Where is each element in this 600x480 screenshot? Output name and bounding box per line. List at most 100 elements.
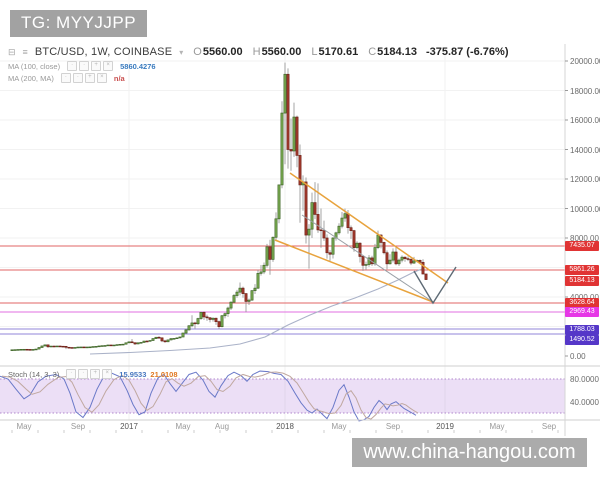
candle-body [232, 295, 236, 303]
candle-body [76, 346, 80, 349]
candle-body [346, 213, 350, 229]
candle-body [364, 264, 368, 266]
candle-body [40, 345, 44, 348]
candle-body [286, 73, 290, 150]
candle-body [73, 347, 77, 349]
candle-body [85, 346, 89, 349]
candle-body [271, 236, 275, 260]
candle-body [244, 293, 248, 302]
candle-body [259, 271, 263, 274]
gray-trendline [301, 214, 434, 303]
candle-body [175, 337, 179, 340]
candle-body [400, 256, 404, 261]
candle-body [262, 264, 266, 273]
stoch-d-line [1, 371, 419, 420]
candle-body [295, 116, 299, 156]
candle-body [289, 149, 293, 152]
candle-body [298, 155, 302, 186]
candle-body [394, 251, 398, 265]
candle-body [13, 349, 17, 351]
candle-body [166, 339, 170, 343]
candle-body [130, 341, 134, 344]
candle-body [412, 260, 416, 264]
candle-body [196, 318, 200, 325]
candle-body [103, 345, 107, 347]
candle-body [46, 344, 50, 348]
candle-body [187, 325, 191, 331]
candle-body [379, 234, 383, 243]
candle-body [43, 344, 47, 347]
candle-body [142, 340, 146, 343]
candle-body [64, 345, 68, 348]
candle-body [205, 316, 209, 319]
candle-body [253, 287, 257, 292]
candle-body [355, 242, 359, 248]
candle-body [151, 338, 155, 341]
candle-body [199, 311, 203, 319]
candle-body [145, 340, 149, 343]
candle-body [328, 252, 332, 255]
candle-body [406, 258, 410, 260]
candle-body [109, 344, 113, 347]
candle-body [214, 317, 218, 322]
candle-body [373, 247, 377, 265]
candle-body [340, 217, 344, 227]
candle-body [208, 317, 212, 320]
candle-body [154, 336, 158, 339]
candle-body [217, 321, 221, 327]
candle-body [37, 347, 41, 350]
wedge-lower-orange [274, 239, 434, 303]
watermark-top: TG: MYYJJPP [10, 10, 148, 37]
candle-body [106, 344, 110, 347]
candle-body [97, 345, 101, 348]
candle-body [178, 336, 182, 339]
candle-body [70, 347, 74, 349]
candle-body [292, 116, 296, 152]
candle-body [310, 202, 314, 230]
candle-body [397, 259, 401, 265]
candle-body [313, 202, 317, 215]
candle-body [121, 343, 125, 346]
candle-body [49, 345, 53, 348]
watermark-bottom: www.china-hangou.com [352, 438, 587, 467]
candle-body [79, 346, 83, 349]
candle-body [238, 287, 242, 293]
candle-body [265, 246, 269, 266]
candle-body [226, 307, 230, 315]
candle-body [382, 242, 386, 254]
candle-body [403, 256, 407, 259]
candle-body [385, 252, 389, 265]
candle-body [376, 234, 380, 248]
candle-body [241, 287, 245, 294]
candle-body [91, 346, 95, 348]
candle-body [274, 218, 278, 238]
candle-body [304, 181, 308, 236]
candle-body [127, 341, 131, 344]
candle-body [223, 313, 227, 317]
candle-body [169, 338, 173, 341]
candle-body [202, 311, 206, 318]
candle-body [193, 322, 197, 325]
candle-body [268, 246, 272, 260]
candle-body [322, 230, 326, 239]
candle-body [25, 348, 29, 351]
candle-body [409, 259, 413, 264]
candle-body [55, 345, 59, 348]
candle-body [343, 213, 347, 219]
ma100-line [89, 267, 425, 355]
candle-body [115, 344, 119, 346]
candle-body [88, 346, 92, 349]
candle-body [10, 349, 14, 351]
candle-body [352, 230, 356, 248]
candle-body [235, 291, 239, 296]
candle-body [319, 229, 323, 232]
candle-body [388, 259, 392, 265]
candle-body [34, 348, 38, 351]
candle-body [325, 237, 329, 254]
candle-body [181, 332, 185, 338]
candle-body [190, 322, 194, 327]
candle-body [139, 342, 143, 344]
candle-body [160, 337, 164, 342]
candle-body [163, 340, 167, 343]
